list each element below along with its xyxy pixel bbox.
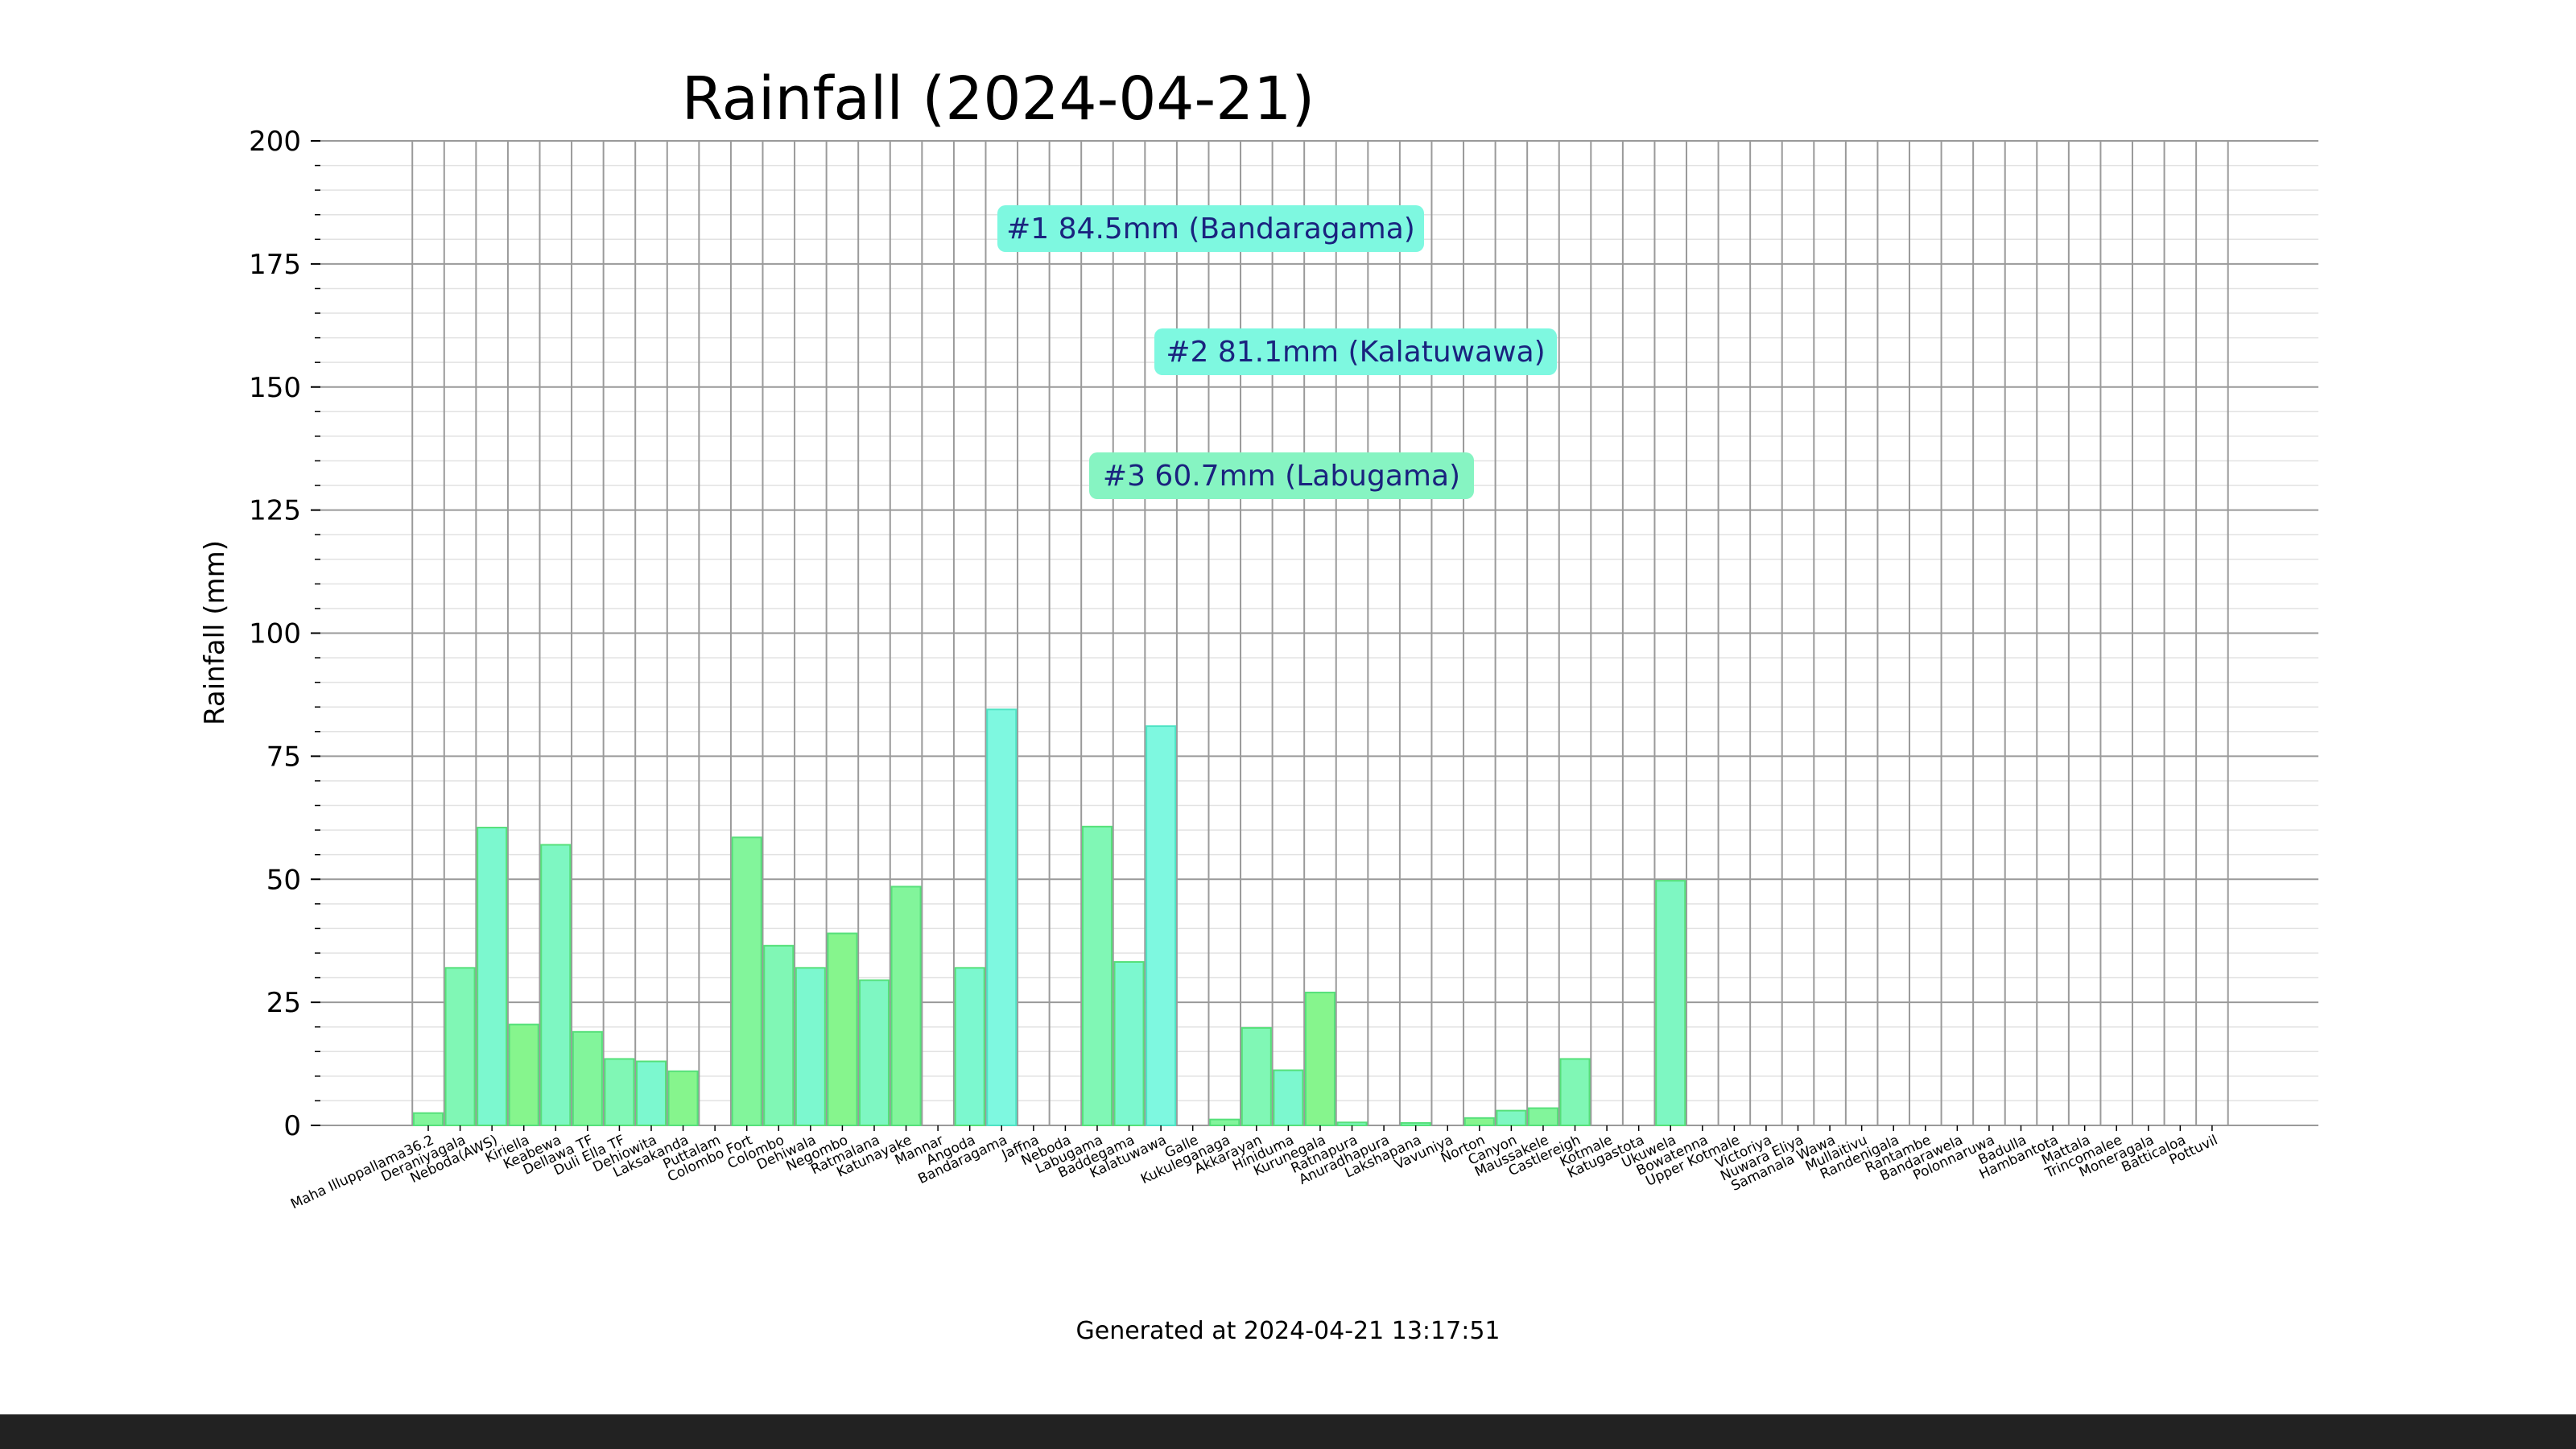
footer-bar [0, 1414, 2576, 1449]
bar-castlereigh [1559, 1058, 1591, 1127]
annotation-text: #1 84.5mm (Bandaragama) [1006, 213, 1415, 246]
bar-neboda-aws- [477, 827, 508, 1126]
annotations: #1 84.5mm (Bandaragama) #2 81.1mm (Kalatu… [997, 205, 1557, 499]
y-tick-label: 0 [283, 1110, 301, 1142]
bar-katunayake [890, 886, 922, 1126]
bar-hiniduma [1273, 1069, 1304, 1126]
bar-maha-illuppallama36-2 [413, 1112, 444, 1127]
x-tick-labels: Maha Illuppallama36.2DeraniyagalaNeboda(… [288, 1132, 2220, 1212]
y-axis-label: Rainfall (mm) [199, 540, 231, 725]
annotation-box [1089, 452, 1474, 499]
bar-baddegama [1113, 960, 1145, 1127]
y-tick-label: 100 [249, 618, 301, 650]
y-tick-label: 50 [266, 864, 301, 896]
bar-angoda [954, 967, 985, 1126]
y-tick-label: 200 [249, 126, 301, 158]
bar-ratmalana [858, 979, 890, 1127]
annotation-text: #3 60.7mm (Labugama) [1103, 460, 1460, 493]
bar-duli-ella-tf [604, 1058, 635, 1127]
grid-lines [320, 140, 2318, 1126]
bar-ukuwela [1655, 880, 1686, 1126]
bar-kalatuwawa [1146, 725, 1177, 1126]
bar-canyon [1496, 1109, 1527, 1127]
annotation-box [997, 205, 1424, 252]
bar-deraniyagala [444, 967, 476, 1126]
y-axis: 0 25 50 75 100 125 150 175 200 [249, 126, 2213, 1142]
chart-title: Rainfall (2024-04-21) [682, 64, 1315, 134]
annotation-1: #1 84.5mm (Bandaragama) [997, 205, 1424, 252]
y-tick-label: 150 [249, 372, 301, 404]
bar-maussakele [1527, 1107, 1558, 1127]
bar-keabewa [540, 844, 572, 1126]
bar-dehiwala [795, 967, 826, 1126]
bar-negombo [827, 932, 858, 1127]
bar-laksakanda [667, 1070, 699, 1126]
bar-ratnapura [1336, 1121, 1368, 1127]
annotation-text: #2 81.1mm (Kalatuwawa) [1166, 336, 1545, 369]
annotation-3: #3 60.7mm (Labugama) [1089, 452, 1474, 499]
y-tick-label: 175 [249, 249, 301, 281]
bar-colombo-fort [731, 836, 762, 1126]
y-tick-label: 25 [266, 987, 301, 1019]
bar-dellawa-tf [572, 1030, 603, 1126]
bar-akkarayan [1241, 1026, 1272, 1126]
bars [413, 708, 1686, 1127]
generated-timestamp: Generated at 2024-04-21 13:17:51 [1075, 1317, 1501, 1345]
bar-colombo [763, 944, 795, 1126]
bar-norton [1463, 1117, 1495, 1127]
annotation-2: #2 81.1mm (Kalatuwawa) [1154, 328, 1557, 375]
y-tick-label: 125 [249, 495, 301, 527]
y-tick-label: 75 [266, 741, 301, 773]
bar-bandaragama [986, 708, 1018, 1126]
bar-kiriella [508, 1023, 539, 1126]
bar-lakshapana [1400, 1121, 1431, 1127]
bar-kurunegala [1304, 991, 1335, 1127]
annotation-box [1154, 328, 1557, 375]
bar-kukuleganaga [1209, 1118, 1241, 1126]
bar-labugama [1081, 825, 1113, 1126]
bar-dehiowita [635, 1060, 667, 1127]
